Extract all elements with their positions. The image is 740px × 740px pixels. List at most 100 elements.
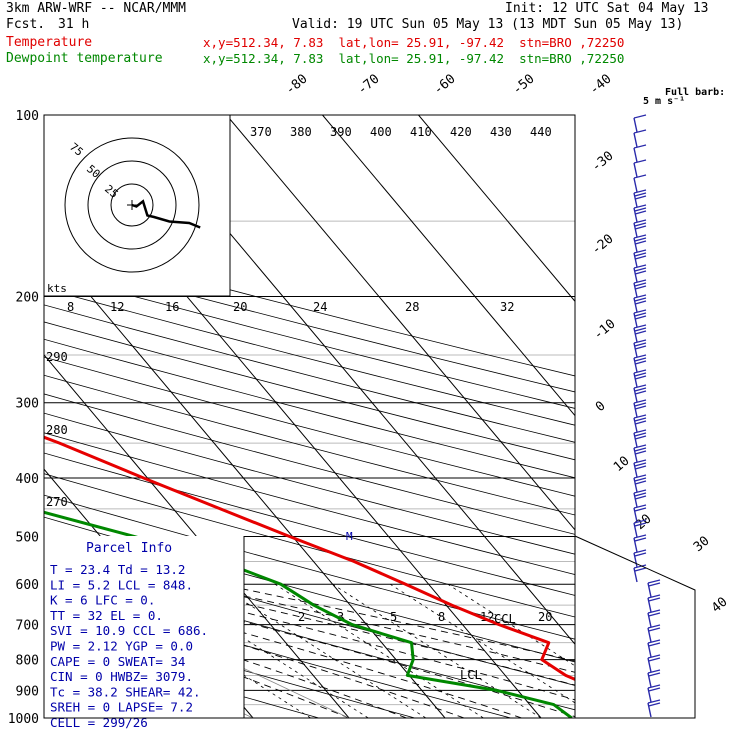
wind-barb-flag xyxy=(634,537,647,542)
pressure-tick-label: 100 xyxy=(16,109,39,124)
wind-barb-flag xyxy=(635,345,647,350)
wind-barb-staff xyxy=(633,522,638,538)
wind-barb-flag xyxy=(634,492,647,497)
wind-barb-flag xyxy=(633,129,647,134)
parcel-info-background xyxy=(44,536,244,718)
moist-adiabat xyxy=(44,563,575,701)
isotherm-line xyxy=(418,115,575,303)
wind-barb-staff xyxy=(647,582,652,598)
wind-barb-staff xyxy=(633,222,638,238)
wind-barb-flag xyxy=(635,225,647,230)
annotation-ccl: CCL xyxy=(494,612,516,626)
wind-barb-flag xyxy=(633,114,647,119)
wind-barb-staff xyxy=(633,132,638,148)
wind-barb-staff xyxy=(633,402,638,418)
isotherm-tick-label: -20 xyxy=(589,231,617,258)
wind-barb xyxy=(633,114,647,133)
wind-barb-flag xyxy=(633,354,647,359)
parcel-info-row: Tc = 38.2 SHEAR= 42. xyxy=(50,684,201,699)
wind-barb-staff xyxy=(633,387,638,403)
wind-barb-flag xyxy=(633,249,647,254)
wind-barb-flag xyxy=(634,447,647,452)
isotherm-tick-label: -70 xyxy=(355,71,383,98)
parcel-info-title: Parcel Info xyxy=(86,541,172,556)
temperature-trace xyxy=(44,435,575,681)
wind-barb-staff xyxy=(633,507,638,523)
parcel-info-box: Parcel Info T = 23.4 Td = 13.2LI = 5.2 L… xyxy=(44,536,245,730)
wind-barb xyxy=(633,504,647,523)
wind-barb-flag xyxy=(635,195,647,200)
wind-barb xyxy=(647,639,661,658)
theta-e-label: 370 xyxy=(250,125,272,139)
wind-barb-flag xyxy=(635,375,647,380)
dry-adiabat xyxy=(44,473,575,618)
pressure-tick-label: 200 xyxy=(16,291,39,306)
pressure-tick-label: 900 xyxy=(16,684,39,699)
wind-barbs xyxy=(633,114,661,718)
wind-barb-flag xyxy=(633,309,647,314)
dry-adiabat xyxy=(44,587,511,718)
wind-barb-flag xyxy=(647,639,661,644)
wind-barb xyxy=(633,264,647,283)
wind-barb xyxy=(633,399,647,418)
pressure-tick-label: 700 xyxy=(16,619,39,634)
wind-barb xyxy=(633,174,647,193)
wind-barb-flag xyxy=(633,399,647,404)
annotation-lcl: LCL xyxy=(460,668,482,682)
wind-barb-staff xyxy=(633,342,638,358)
isotherm-tick-label: -40 xyxy=(587,71,615,98)
wind-barb xyxy=(633,249,647,268)
forecast-hours: 31 h xyxy=(58,17,90,32)
wind-barb-flag xyxy=(633,324,647,329)
wind-barb-staff xyxy=(647,687,652,703)
parcel-info-row: CIN = 0 HWBZ= 3079. xyxy=(50,669,193,684)
wind-barb-staff xyxy=(633,207,638,223)
theta-e-label: 420 xyxy=(450,125,472,139)
wind-barb-flag xyxy=(633,429,647,434)
annotation-m: M xyxy=(346,530,353,543)
wind-barb-flag xyxy=(648,582,661,587)
dry-adiabat xyxy=(44,321,575,461)
mixing-ratio-line xyxy=(447,583,575,667)
wind-barb xyxy=(633,519,647,538)
hodograph-ring xyxy=(110,183,154,227)
isotherm-tick-label: 0 xyxy=(593,399,609,416)
wind-barb-flag xyxy=(635,270,647,275)
wind-barb xyxy=(633,444,647,463)
wind-barb-flag xyxy=(633,219,647,224)
wind-barb-staff xyxy=(633,267,638,283)
wind-barb-flag xyxy=(633,504,647,509)
wind-barb-flag xyxy=(633,384,647,389)
wind-barb xyxy=(647,654,661,673)
wind-barb-flag xyxy=(634,477,647,482)
wind-barb-staff xyxy=(633,372,638,388)
parcel-info-row: CELL = 299/26 xyxy=(50,715,148,730)
wind-barb-flag xyxy=(635,300,647,305)
wind-barb xyxy=(647,699,661,718)
wind-barb-staff xyxy=(633,492,638,508)
mixing-ratio-label: 20 xyxy=(538,610,552,624)
wind-barb-flag xyxy=(634,432,647,437)
wind-barb xyxy=(633,144,647,163)
wind-barb-flag xyxy=(634,402,647,407)
wind-barb-flag xyxy=(633,474,647,479)
wind-barb-staff xyxy=(633,462,638,478)
wind-barb-flag xyxy=(648,627,661,632)
pressure-labels: 100 200 300 400 500 600 700 800 900 1000 xyxy=(8,109,39,727)
wind-barb-flag xyxy=(635,405,647,410)
parcel-info-rows: T = 23.4 Td = 13.2LI = 5.2 LCL = 848.K =… xyxy=(50,562,208,730)
wind-barb-flag xyxy=(648,672,661,677)
wind-barb-flag xyxy=(635,480,647,485)
wind-barb-flag xyxy=(647,579,661,584)
wind-barb-flag xyxy=(635,495,647,500)
wind-barb-staff xyxy=(633,237,638,253)
wind-barb-flag xyxy=(634,417,647,422)
wind-barb-flag xyxy=(648,657,661,662)
mixing-ratio-label: 8 xyxy=(438,610,445,624)
wind-barb-flag xyxy=(648,687,661,692)
wind-barb-flag xyxy=(647,699,661,704)
isotherm-tick-label: -50 xyxy=(510,71,538,98)
isotherm-tick-label: 10 xyxy=(611,454,633,476)
